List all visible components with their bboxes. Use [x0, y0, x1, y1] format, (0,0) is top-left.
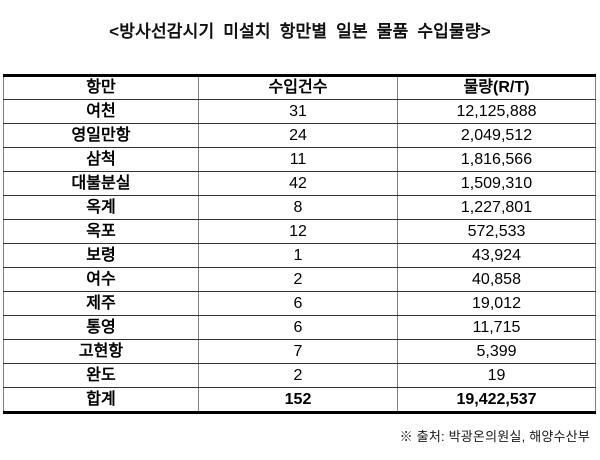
- count-cell: 12: [198, 219, 398, 244]
- table-row: 완도 2 19: [3, 363, 596, 388]
- count-cell: 2: [198, 267, 398, 292]
- volume-cell: 1,816,566: [397, 147, 596, 172]
- count-cell: 31: [198, 99, 398, 124]
- count-cell: 6: [198, 315, 398, 340]
- count-cell: 7: [198, 339, 398, 364]
- volume-cell: 19,012: [397, 291, 596, 316]
- total-label: 합계: [3, 387, 199, 413]
- port-cell: 여수: [3, 267, 199, 292]
- page-title: <방사선감시기 미설치 항만별 일본 물품 수입물량>: [109, 22, 491, 41]
- volume-cell: 11,715: [397, 315, 596, 340]
- table-row: 보령 1 43,924: [3, 243, 596, 268]
- table-row: 영일만항 24 2,049,512: [3, 123, 596, 148]
- count-cell: 1: [198, 243, 398, 268]
- port-cell: 보령: [3, 243, 199, 268]
- source-note: ※ 출처: 박광온의원실, 해양수산부: [399, 429, 590, 444]
- port-cell: 옥계: [3, 195, 199, 220]
- volume-cell: 572,533: [397, 219, 596, 244]
- table-row: 고현항 7 5,399: [3, 339, 596, 364]
- port-cell: 완도: [3, 363, 199, 388]
- port-cell: 여천: [3, 99, 199, 124]
- table-header-row: 항만 수입건수 물량(R/T): [3, 75, 596, 100]
- import-volume-table: 항만 수입건수 물량(R/T) 여천 31 12,125,888 영일만항 24…: [3, 74, 596, 414]
- count-cell: 42: [198, 171, 398, 196]
- header-import-count: 수입건수: [198, 75, 398, 100]
- port-cell: 삼척: [3, 147, 199, 172]
- count-cell: 6: [198, 291, 398, 316]
- table-body: 여천 31 12,125,888 영일만항 24 2,049,512 삼척 11…: [3, 99, 596, 388]
- header-port: 항만: [3, 75, 199, 100]
- count-cell: 2: [198, 363, 398, 388]
- table-total-row: 합계 152 19,422,537: [3, 387, 596, 413]
- header-volume: 물량(R/T): [397, 75, 596, 100]
- table-row: 여천 31 12,125,888: [3, 99, 596, 124]
- port-cell: 통영: [3, 315, 199, 340]
- volume-cell: 19: [397, 363, 596, 388]
- port-cell: 영일만항: [3, 123, 199, 148]
- port-cell: 대불분실: [3, 171, 199, 196]
- table-row: 옥포 12 572,533: [3, 219, 596, 244]
- total-volume: 19,422,537: [397, 387, 596, 413]
- port-cell: 고현항: [3, 339, 199, 364]
- count-cell: 8: [198, 195, 398, 220]
- count-cell: 11: [198, 147, 398, 172]
- volume-cell: 1,227,801: [397, 195, 596, 220]
- volume-cell: 5,399: [397, 339, 596, 364]
- volume-cell: 2,049,512: [397, 123, 596, 148]
- volume-cell: 40,858: [397, 267, 596, 292]
- table-row: 삼척 11 1,816,566: [3, 147, 596, 172]
- volume-cell: 43,924: [397, 243, 596, 268]
- port-cell: 제주: [3, 291, 199, 316]
- total-count: 152: [198, 387, 398, 413]
- table-row: 제주 6 19,012: [3, 291, 596, 316]
- table-row: 통영 6 11,715: [3, 315, 596, 340]
- count-cell: 24: [198, 123, 398, 148]
- table-row: 여수 2 40,858: [3, 267, 596, 292]
- table-row: 대불분실 42 1,509,310: [3, 171, 596, 196]
- port-cell: 옥포: [3, 219, 199, 244]
- table-row: 옥계 8 1,227,801: [3, 195, 596, 220]
- volume-cell: 1,509,310: [397, 171, 596, 196]
- volume-cell: 12,125,888: [397, 99, 596, 124]
